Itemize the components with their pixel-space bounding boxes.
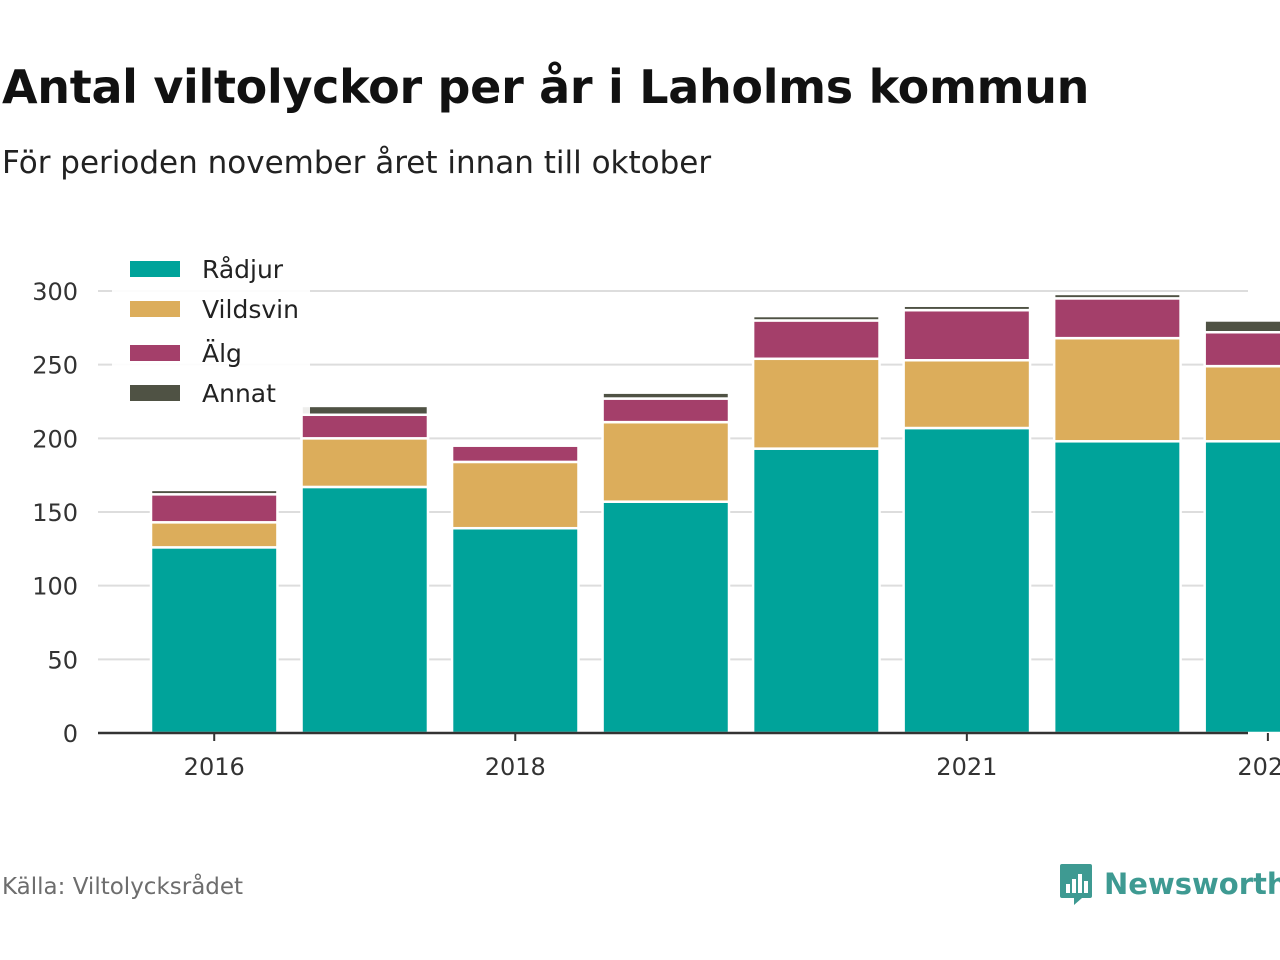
- y-tick-label: 150: [32, 499, 78, 527]
- x-tick-label: 2016: [184, 753, 245, 781]
- y-tick-label: 300: [32, 278, 78, 306]
- y-tick-label: 200: [32, 425, 78, 453]
- brand-name: Newsworthy: [1104, 867, 1280, 901]
- bar-segment-annat: [601, 391, 731, 400]
- source-note: Källa: Viltolycksrådet: [2, 874, 244, 900]
- bar-segment-älg: [149, 493, 279, 524]
- x-tick-label: 2018: [485, 753, 546, 781]
- bar-segment-annat: [1052, 292, 1182, 300]
- x-tick-label: 2023: [1237, 753, 1280, 781]
- legend-swatch: [130, 261, 180, 277]
- bar-stack-2020: [751, 314, 881, 735]
- legend-item-älg: Älg: [130, 339, 242, 368]
- bar-segment-rådjur: [450, 526, 580, 735]
- bar-segment-vildsvin: [751, 357, 881, 450]
- legend-swatch: [130, 345, 180, 361]
- bar-segment-rådjur: [1052, 440, 1182, 735]
- legend-item-rådjur: Rådjur: [130, 255, 284, 284]
- bar-segment-älg: [902, 308, 1032, 362]
- x-axis: 2016 2018 2021 2023: [98, 731, 1280, 781]
- bar-segment-älg: [1052, 297, 1182, 340]
- bar-segment-rådjur: [149, 546, 279, 735]
- bar-segment-vildsvin: [902, 358, 1032, 430]
- bar-segment-rådjur: [902, 426, 1032, 735]
- bar-segment-annat: [1203, 319, 1280, 334]
- bar-segment-annat: [300, 404, 430, 417]
- legend-label: Rådjur: [202, 255, 284, 284]
- bar-segment-vildsvin: [601, 420, 731, 503]
- legend-label: Vildsvin: [202, 295, 299, 324]
- legend: Rådjur Vildsvin Älg Annat: [112, 248, 310, 416]
- chart-title: Antal viltolyckor per år i Laholms kommu…: [2, 60, 1090, 114]
- legend-swatch: [130, 385, 180, 401]
- y-tick-label: 100: [32, 573, 78, 601]
- bar-stack-2022: [1052, 292, 1182, 735]
- bar-segment-älg: [300, 413, 430, 440]
- bar-segment-älg: [450, 444, 580, 464]
- legend-item-annat: Annat: [130, 379, 276, 408]
- y-tick-label: 0: [63, 720, 78, 748]
- bar-segment-annat: [149, 488, 279, 496]
- legend-swatch: [130, 301, 180, 317]
- bar-stack-2023: [1203, 319, 1280, 735]
- bar-segment-vildsvin: [300, 437, 430, 489]
- bar-segment-vildsvin: [149, 521, 279, 549]
- bar-segment-älg: [601, 397, 731, 424]
- bar-segment-vildsvin: [450, 460, 580, 530]
- bar-segment-rådjur: [300, 485, 430, 735]
- bar-segment-älg: [751, 319, 881, 361]
- x-tick-label: 2021: [936, 753, 997, 781]
- bar-segment-vildsvin: [1052, 336, 1182, 443]
- bar-stack-2018: [450, 444, 580, 735]
- bar-segment-älg: [1203, 331, 1280, 368]
- bar-segment-annat: [751, 314, 881, 322]
- chart-subtitle: För perioden november året innan till ok…: [2, 145, 712, 181]
- legend-item-vildsvin: Vildsvin: [130, 295, 299, 324]
- y-tick-label: 50: [47, 646, 78, 674]
- bar-segment-rådjur: [601, 500, 731, 735]
- bar-segment-annat: [902, 304, 1032, 312]
- y-axis-ticks: 0 50 100 150 200 250 300: [32, 278, 78, 748]
- bar-segment-rådjur: [751, 447, 881, 735]
- bar-stack-2017: [300, 404, 430, 735]
- brand-logo[interactable]: Newsworthy: [1058, 862, 1280, 906]
- bar-stack-2021: [902, 304, 1032, 735]
- bar-chart-speech-bubble-icon: [1060, 864, 1092, 905]
- legend-label: Annat: [202, 379, 276, 408]
- bars: [149, 292, 1280, 735]
- stacked-bar-chart: 0 50 100 150 200 250 300 2016 2018 2021 2023 Rådj…: [32, 248, 1280, 781]
- bar-stack-2016: [149, 488, 279, 735]
- bar-segment-rådjur: [1203, 440, 1280, 735]
- legend-label: Älg: [202, 339, 242, 368]
- bar-stack-2019: [601, 391, 731, 735]
- y-tick-label: 250: [32, 352, 78, 380]
- bar-segment-vildsvin: [1203, 364, 1280, 443]
